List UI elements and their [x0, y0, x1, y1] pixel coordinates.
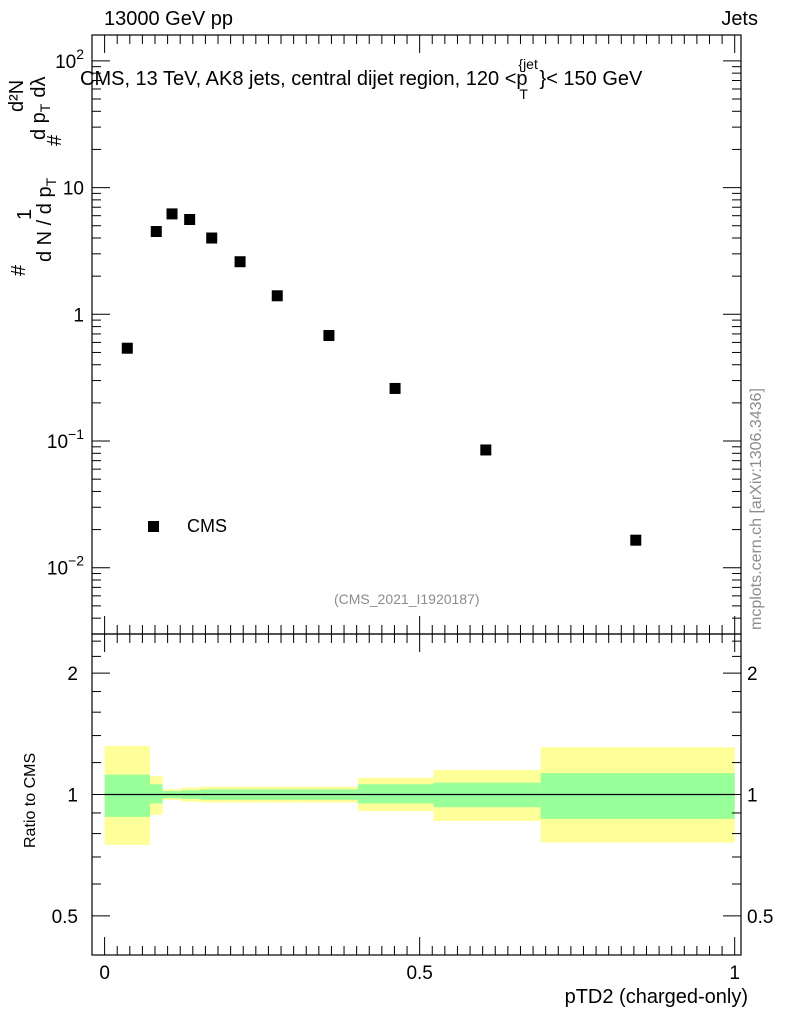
data-point-cms [150, 226, 162, 238]
ratio-y-tick-label-left: 0.5 [52, 907, 78, 928]
data-point-cms [184, 213, 196, 225]
ratio-band-inner [540, 773, 735, 819]
chart-title-var: p [516, 68, 528, 90]
legend-marker-cms [148, 521, 159, 532]
ratio-band-inner [357, 784, 434, 804]
chart-title-pre: CMS, 13 TeV, AK8 jets, central dijet reg… [80, 68, 517, 90]
main-y-tick-label: 10−2 [47, 553, 84, 580]
main-y-tick-label: 10 [63, 179, 84, 200]
ratio-band-inner [104, 774, 150, 817]
ratio-y-tick-label-right: 2 [747, 664, 758, 685]
ratio-y-tick-label-right: 1 [747, 786, 758, 807]
data-point-cms [389, 382, 401, 394]
data-point-cms [166, 208, 178, 220]
chart-title: CMS, 13 TeV, AK8 jets, central dijet reg… [80, 56, 643, 102]
ratio-y-tick-label-right: 0.5 [747, 907, 773, 928]
category-label: Jets [721, 8, 758, 30]
chart-title-sup: {jet [518, 56, 538, 72]
side-label: mcplots.cern.ch [arXiv:1306.3436] [748, 388, 765, 630]
ratio-x-tick-label: 0 [99, 963, 110, 984]
data-point-cms [323, 330, 335, 342]
ratio-x-tick-label: 0.5 [406, 963, 432, 984]
legend-label-cms: CMS [187, 516, 227, 536]
data-point-cms [206, 232, 218, 244]
main-panel-frame [91, 34, 742, 635]
energy-label: 13000 GeV pp [104, 8, 233, 30]
data-point-cms [480, 444, 492, 456]
data-point-cms [630, 534, 642, 546]
data-point-cms [271, 290, 283, 302]
analysis-id: (CMS_2021_I1920187) [334, 591, 480, 607]
ratio-y-tick-label-left: 1 [67, 786, 78, 807]
main-y-tick-label: 10−1 [47, 426, 84, 453]
chart-title-post: }< 150 GeV [539, 68, 643, 90]
main-y-tick-label: 1 [73, 305, 84, 326]
chart-title-sub: T [519, 86, 528, 102]
ratio-band-inner [149, 784, 163, 804]
ratio-y-label: Ratio to CMS [22, 752, 39, 848]
ratio-x-tick-label: 1 [729, 963, 740, 984]
data-point-cms [234, 256, 246, 268]
data-point-cms [121, 342, 133, 354]
x-axis-label: pTD2 (charged-only) [564, 986, 748, 1008]
ratio-y-tick-label-left: 2 [67, 664, 78, 685]
main-y-tick-label: 102 [55, 46, 84, 73]
